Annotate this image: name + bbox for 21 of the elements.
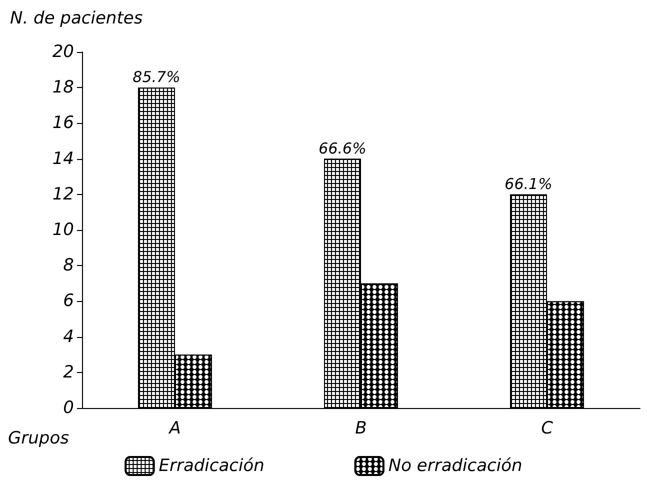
y-tick-label: 6 [63, 291, 74, 312]
x-tick-label: C [541, 418, 554, 438]
x-tick-label: A [168, 418, 181, 438]
y-tick-label: 10 [52, 220, 74, 240]
legend-label: No erradicación [388, 456, 522, 476]
y-tick-label: 18 [52, 78, 74, 98]
y-tick-label: 4 [63, 326, 74, 347]
y-axis-title: N. de pacientes [10, 8, 143, 28]
annotation: 85.7% [132, 68, 180, 86]
annotation: 66.6% [318, 139, 366, 158]
x-axis-title: Grupos [8, 428, 70, 448]
annotation: 66.1% [504, 174, 552, 193]
y-tick-label: 12 [52, 184, 74, 204]
y-tick-label: 0 [63, 398, 74, 418]
y-tick-label: 20 [52, 42, 74, 62]
y-tick-label: 16 [52, 113, 74, 134]
y-tick-label: 14 [52, 148, 74, 169]
y-tick-label: 8 [63, 256, 74, 276]
y-tick-label: 2 [63, 362, 74, 382]
x-tick-label: B [355, 418, 367, 438]
legend-label: Erradicación [158, 456, 264, 476]
